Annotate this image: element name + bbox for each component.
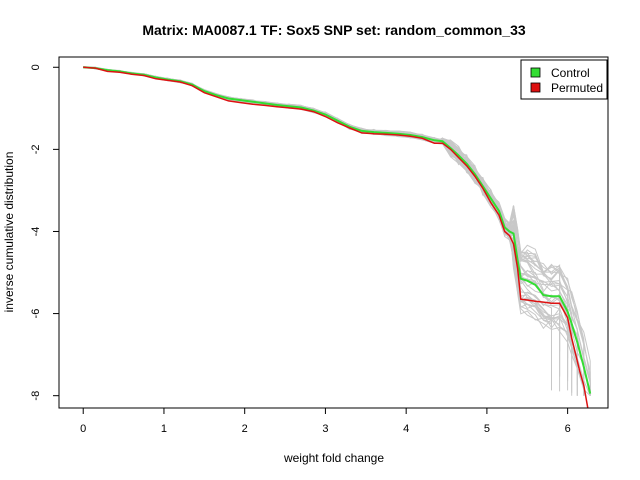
legend-box — [520, 59, 608, 100]
legend-label-permuted: Permuted — [551, 81, 603, 95]
y-axis: 0 -2 -4 -6 -8 — [30, 64, 59, 401]
plot-frame — [58, 56, 609, 409]
x-axis: 0 1 2 3 4 5 6 — [80, 408, 571, 435]
legend: Control Permuted — [520, 59, 608, 100]
x-tick-label: 3 — [322, 423, 328, 435]
legend-swatch-control — [530, 67, 541, 78]
x-tick-label: 1 — [161, 423, 167, 435]
main-series-group — [83, 66, 592, 409]
background-series-line — [83, 66, 552, 391]
background-series-group — [83, 66, 591, 397]
chart-title: Matrix: MA0087.1 TF: Sox5 SNP set: rando… — [142, 22, 526, 38]
legend-label-control: Control — [551, 66, 590, 80]
x-tick-label: 4 — [403, 423, 409, 435]
y-axis-label: inverse cumulative distribution — [2, 152, 16, 313]
y-tick-label: -8 — [30, 391, 42, 401]
y-tick-label: -2 — [30, 144, 42, 154]
x-axis-label: weight fold change — [283, 451, 384, 465]
y-tick-label: -6 — [30, 309, 42, 319]
background-series-line — [83, 67, 569, 359]
background-series-line — [83, 67, 561, 392]
permuted-series-line — [83, 66, 589, 409]
x-tick-label: 5 — [484, 423, 490, 435]
background-series-line — [83, 66, 561, 352]
x-tick-label: 6 — [565, 423, 571, 435]
y-tick-label: 0 — [30, 64, 42, 70]
control-series-line — [83, 66, 592, 394]
x-tick-label: 0 — [80, 423, 86, 435]
x-tick-label: 2 — [242, 423, 248, 435]
background-series-line — [83, 67, 552, 329]
legend-swatch-permuted — [530, 82, 541, 93]
y-tick-label: -4 — [30, 227, 42, 237]
background-series-line — [83, 66, 573, 359]
